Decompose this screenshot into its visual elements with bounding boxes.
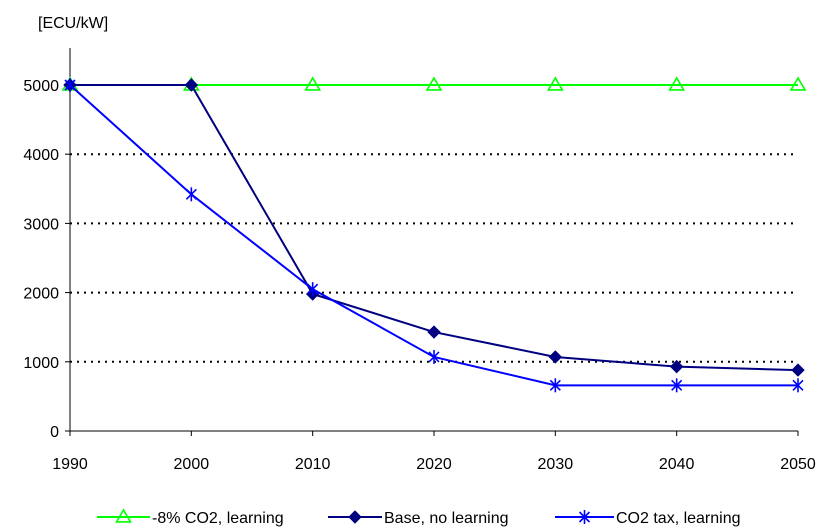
x-tick-label: 2010 [295,456,331,473]
asterisk-stroke [307,283,319,295]
y-tick-label: 2000 [23,286,59,303]
y-tick-label: 0 [50,424,59,441]
series-line [69,84,798,387]
series-1 [61,76,807,91]
data-point-asterisk [64,78,76,92]
x-tick-label: 2020 [416,456,452,473]
data-point-triangle [304,76,322,91]
series-2 [63,78,805,377]
data-point-asterisk [578,510,591,524]
data-point-asterisk [185,187,197,202]
y-axis-label: [ECU/kW] [38,15,108,32]
y-tick-label: 1000 [23,355,59,372]
data-point-asterisk [549,378,561,393]
x-tick-label: 2000 [174,456,210,473]
asterisk-stroke [792,379,804,391]
asterisk-stroke [185,188,197,200]
axes [69,48,798,432]
asterisk-stroke [428,351,440,363]
y-tick-label: 3000 [23,216,59,233]
y-tick-label: 4000 [23,147,59,164]
data-point-triangle [425,76,443,91]
data-point-triangle [668,76,686,91]
series-3 [64,78,804,393]
y-axis-ticks: 0 1000 2000 3000 4000 5000 [23,78,70,441]
data-point-asterisk [428,349,440,364]
data-point-diamond [669,359,684,374]
y-tick-label: 5000 [23,78,59,95]
data-point-diamond [791,363,805,377]
legend: -8% CO2, learning Base, no learning CO2 ta… [97,508,741,527]
asterisk-stroke [64,79,76,91]
data-point-triangle [789,76,807,91]
data-point-diamond [427,325,441,339]
legend-label: -8% CO2, learning [152,510,284,527]
asterisk-stroke [549,379,561,391]
legend-item-2: Base, no learning [328,510,509,527]
x-axis-ticks: 1990 2000 2010 2020 2030 2040 2050 [52,431,816,473]
asterisk-stroke [671,379,683,391]
data-point-triangle [546,76,564,91]
data-point-diamond [548,350,563,364]
legend-label: Base, no learning [384,510,509,527]
legend-item-3: CO2 tax, learning [555,510,741,527]
data-point-diamond [184,78,199,92]
data-point-asterisk [671,378,683,393]
x-tick-label: 2050 [780,456,816,473]
data-point-triangle [115,508,132,523]
asterisk-stroke [578,511,591,523]
data-point-diamond [348,510,362,524]
legend-item-1: -8% CO2, learning [97,508,284,527]
x-tick-label: 2030 [538,456,574,473]
legend-label: CO2 tax, learning [616,510,741,527]
x-tick-label: 2040 [659,456,695,473]
data-point-asterisk [307,282,319,297]
data-point-asterisk [792,378,804,393]
x-tick-label: 1990 [52,456,88,473]
series-group [61,76,807,393]
